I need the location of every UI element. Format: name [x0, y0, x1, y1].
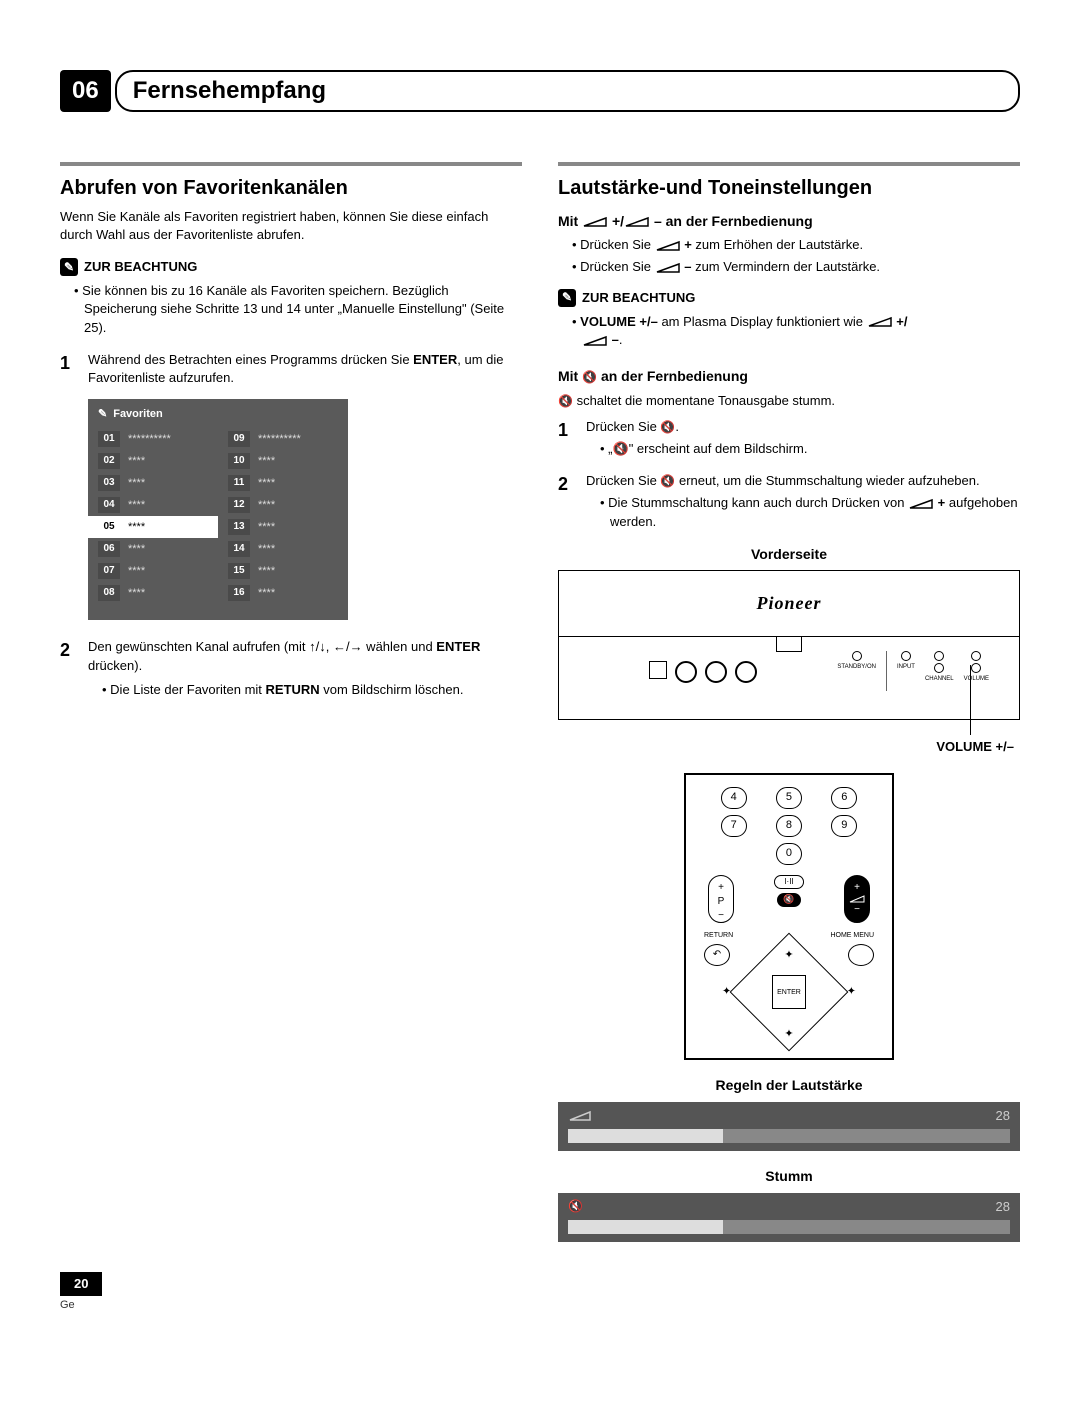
volume-value: 28 — [996, 1107, 1010, 1125]
step-body: Drücken Sie 🔇 erneut, um die Stummschalt… — [586, 472, 1020, 535]
subhead-vol: Mit +/ – an der Fernbedienung — [558, 212, 1020, 232]
left-intro: Wenn Sie Kanäle als Favoriten registrier… — [60, 208, 522, 244]
step-number: 2 — [60, 638, 78, 703]
favorites-row[interactable]: 09********** — [218, 428, 348, 450]
favorites-row[interactable]: 14**** — [218, 538, 348, 560]
step-number: 1 — [60, 351, 78, 387]
pencil-icon: ✎ — [98, 407, 107, 422]
home-menu-label: HOME MENU — [830, 931, 874, 941]
step-number: 2 — [558, 472, 576, 535]
mute-button[interactable]: 🔇 — [777, 893, 801, 907]
mute-bar-label: Stumm — [558, 1167, 1020, 1187]
p-rocker[interactable]: +P− — [708, 875, 734, 923]
step-number: 1 — [558, 418, 576, 462]
lang-code: Ge — [60, 1298, 1020, 1313]
fp-button[interactable]: VOLUME — [964, 651, 989, 683]
favorites-row[interactable]: 05**** — [88, 516, 218, 538]
step-body: Den gewünschten Kanal aufrufen (mit ↑/↓,… — [88, 638, 522, 703]
right-column: Lautstärke-und Toneinstellungen Mit +/ –… — [558, 162, 1020, 1242]
sub-bullet: Die Stummschaltung kann auch durch Drück… — [600, 494, 1020, 530]
page-number: 20 — [60, 1272, 102, 1296]
favorites-row[interactable]: 01********** — [88, 428, 218, 450]
numpad-9[interactable]: 9 — [831, 815, 857, 837]
volume-bar: 28 — [558, 1102, 1020, 1151]
subhead-mute: Mit 🔇 an der Fernbedienung — [558, 367, 1020, 387]
fp-button[interactable]: CHANNEL — [925, 651, 954, 683]
favorites-row[interactable]: 11**** — [218, 472, 348, 494]
note-bullet: Sie können bis zu 16 Kanäle als Favorite… — [74, 282, 522, 337]
front-panel-diagram: Pioneer STANDBY/ON INPUT CHANNEL VOLUME — [558, 570, 1020, 720]
fp-button[interactable]: STANDBY/ON — [837, 651, 876, 671]
fp-button[interactable]: INPUT — [897, 651, 915, 671]
step-body: Während des Betrachten eines Programms d… — [88, 351, 522, 387]
vol-bar-label: Regeln der Lautstärke — [558, 1076, 1020, 1096]
favorites-row[interactable]: 15**** — [218, 560, 348, 582]
numpad-6[interactable]: 6 — [831, 787, 857, 809]
enter-button[interactable]: ENTER — [772, 975, 806, 1009]
sub-bullet: „🔇" erscheint auf dem Bildschirm. — [600, 440, 1020, 458]
favorites-title: ✎ Favoriten — [88, 405, 348, 428]
numpad-4[interactable]: 4 — [721, 787, 747, 809]
numpad-8[interactable]: 8 — [776, 815, 802, 837]
note-heading: ✎ ZUR BEACHTUNG — [60, 258, 522, 276]
note-icon: ✎ — [60, 258, 78, 276]
chapter-title: Fernsehempfang — [115, 70, 1020, 112]
note-title: ZUR BEACHTUNG — [582, 289, 695, 307]
favorites-row[interactable]: 07**** — [88, 560, 218, 582]
return-button[interactable]: ↶ — [704, 944, 730, 966]
vol-rocker[interactable]: + − — [844, 875, 870, 923]
mute-bar: 🔇 28 — [558, 1193, 1020, 1242]
favorites-row[interactable]: 02**** — [88, 450, 218, 472]
favorites-row[interactable]: 06**** — [88, 538, 218, 560]
mute-icon: 🔇 — [568, 1198, 583, 1215]
pioneer-logo: Pioneer — [757, 591, 822, 616]
sub-bullet: Die Liste der Favoriten mit RETURN vom B… — [102, 681, 522, 699]
i-ii-button[interactable]: I·II — [774, 875, 804, 889]
page-footer: 20 Ge — [60, 1242, 1020, 1314]
right-heading: Lautstärke-und Toneinstellungen — [558, 174, 1020, 202]
favorites-row[interactable]: 03**** — [88, 472, 218, 494]
note-bullet: VOLUME +/– am Plasma Display funktionier… — [572, 313, 1020, 349]
favorites-row[interactable]: 16**** — [218, 582, 348, 604]
left-column: Abrufen von Favoritenkanälen Wenn Sie Ka… — [60, 162, 522, 1242]
mute-icon: 🔇 — [582, 370, 597, 384]
favorites-row[interactable]: 12**** — [218, 494, 348, 516]
favorites-row[interactable]: 10**** — [218, 450, 348, 472]
remote-diagram: 4567890 +P− I·II 🔇 + − RETURN HOME MENU … — [684, 773, 894, 1061]
step-body: Drücken Sie 🔇. „🔇" erscheint auf dem Bil… — [586, 418, 1020, 462]
left-heading: Abrufen von Favoritenkanälen — [60, 174, 522, 202]
note-bullets: Sie können bis zu 16 Kanäle als Favorite… — [60, 282, 522, 337]
note-title: ZUR BEACHTUNG — [84, 258, 197, 276]
front-label: Vorderseite — [558, 545, 1020, 565]
note-icon: ✎ — [558, 289, 576, 307]
vol-bullet: Drücken Sie + zum Erhöhen der Lautstärke… — [572, 236, 1020, 254]
numpad-5[interactable]: 5 — [776, 787, 802, 809]
numpad-7[interactable]: 7 — [721, 815, 747, 837]
mute-value: 28 — [996, 1198, 1010, 1216]
mute-line: 🔇 schaltet die momentane Tonausgabe stum… — [558, 392, 1020, 410]
volume-icon — [568, 1110, 592, 1122]
favorites-box: ✎ Favoriten 01**********09**********02**… — [88, 399, 348, 620]
favorites-row[interactable]: 08**** — [88, 582, 218, 604]
volume-pm-label: VOLUME +/– — [558, 738, 1020, 756]
chapter-header: 06 Fernsehempfang — [60, 70, 1020, 112]
home-menu-button[interactable] — [848, 944, 874, 966]
favorites-row[interactable]: 04**** — [88, 494, 218, 516]
chapter-number: 06 — [60, 70, 111, 112]
return-label: RETURN — [704, 931, 733, 941]
favorites-row[interactable]: 13**** — [218, 516, 348, 538]
vol-bullet: Drücken Sie – zum Vermindern der Lautstä… — [572, 258, 1020, 276]
note-heading: ✎ ZUR BEACHTUNG — [558, 289, 1020, 307]
numpad-0[interactable]: 0 — [776, 843, 802, 865]
